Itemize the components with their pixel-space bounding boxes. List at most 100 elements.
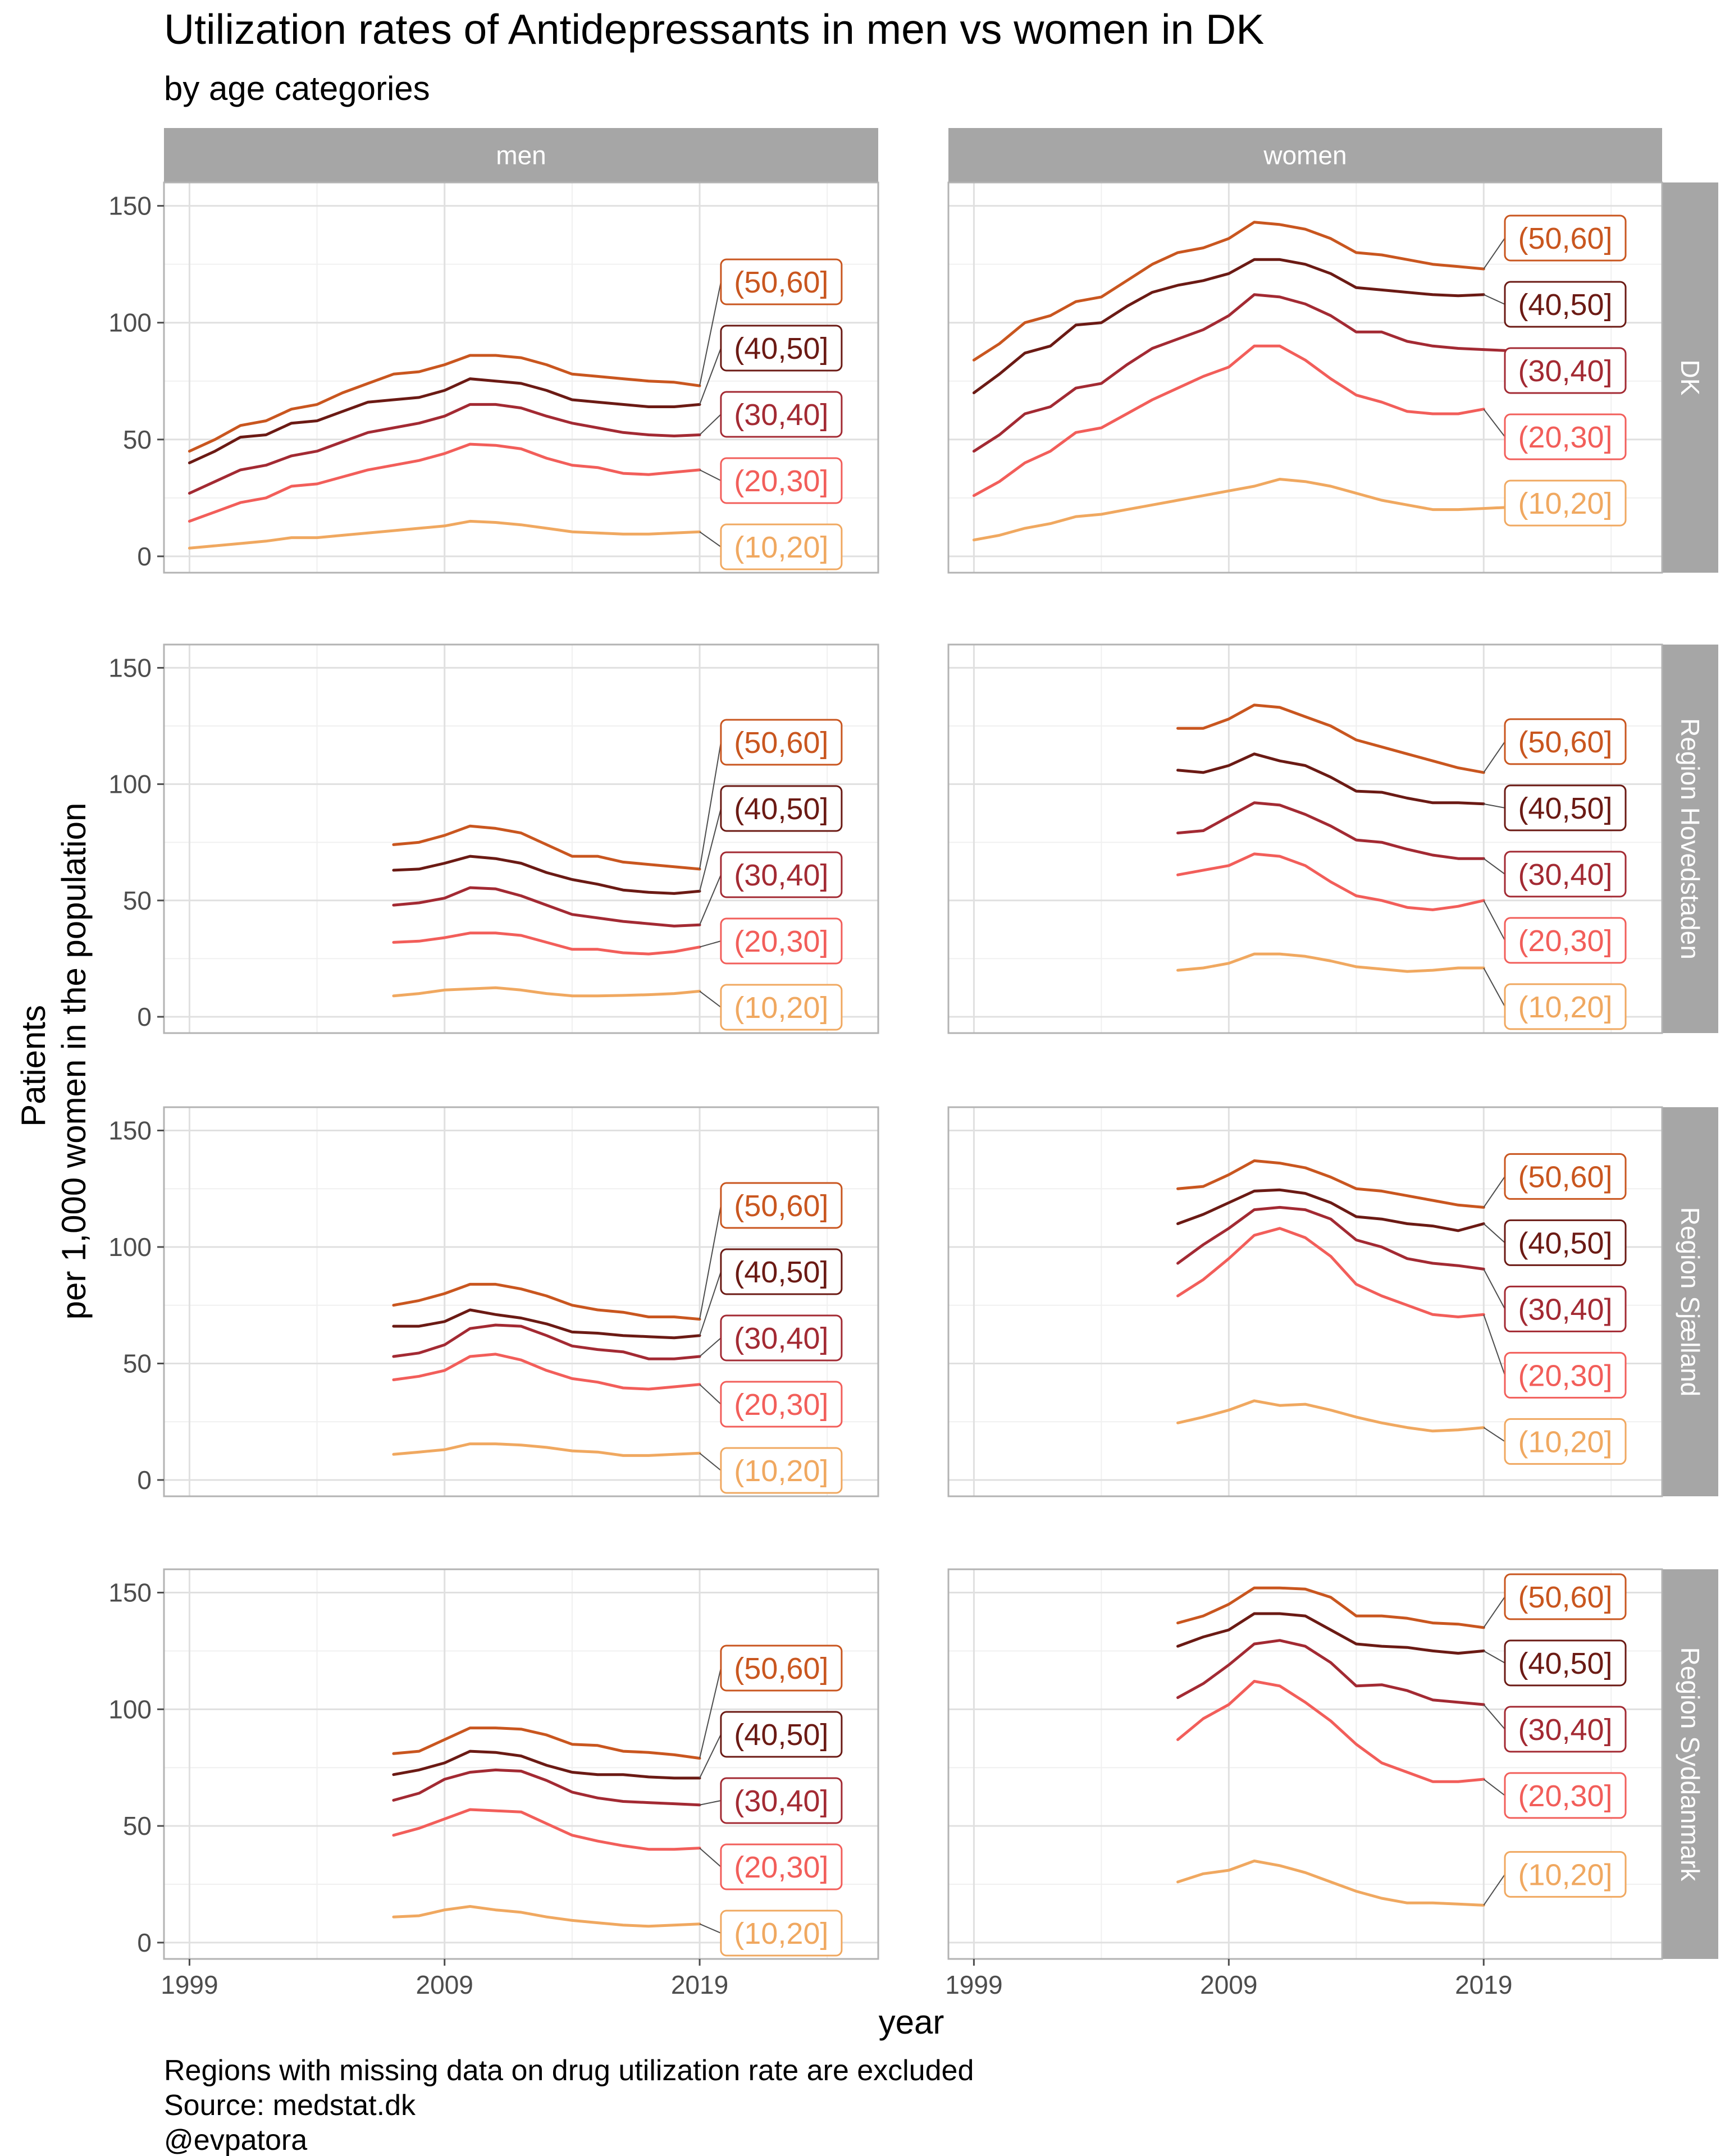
label-text: (30,40] bbox=[1518, 1713, 1612, 1747]
series-line-10-20 bbox=[1176, 952, 1485, 973]
column-strip-men bbox=[164, 128, 878, 182]
label-leader-line bbox=[699, 1923, 722, 1934]
y-tick-label: 100 bbox=[108, 1694, 152, 1724]
label-leader-line bbox=[699, 1452, 722, 1471]
y-tick-label: 100 bbox=[108, 308, 152, 337]
direct-label-10-20: (10,20] bbox=[1483, 967, 1627, 1030]
y-tick-label: 100 bbox=[108, 770, 152, 799]
series-line-30-40 bbox=[392, 1323, 701, 1360]
row-strip-region-sj-lland bbox=[1662, 1107, 1718, 1496]
label-text: (30,40] bbox=[734, 858, 828, 892]
series-line-10-20 bbox=[1176, 1860, 1485, 1907]
y-tick-label: 150 bbox=[108, 1116, 152, 1145]
direct-label-50-60: (50,60] bbox=[699, 719, 843, 870]
label-text: (20,30] bbox=[1518, 421, 1612, 454]
direct-label-20-30: (20,30] bbox=[699, 457, 843, 504]
direct-label-40-50: (40,50] bbox=[699, 785, 843, 892]
label-leader-line bbox=[699, 808, 722, 892]
label-leader-line bbox=[1483, 1427, 1505, 1442]
label-text: (30,40] bbox=[734, 1784, 828, 1818]
label-leader-line bbox=[699, 990, 722, 1008]
label-leader-line bbox=[1483, 1223, 1505, 1244]
series-line-20-30 bbox=[392, 1808, 701, 1851]
direct-label-50-60: (50,60] bbox=[699, 1645, 843, 1758]
label-text: (10,20] bbox=[1518, 1858, 1612, 1892]
series-line-50-60 bbox=[1176, 1586, 1485, 1629]
label-box bbox=[720, 984, 843, 1031]
label-box bbox=[720, 1314, 843, 1362]
label-leader-line bbox=[1483, 1650, 1505, 1664]
panel-border bbox=[163, 181, 879, 574]
label-leader-line bbox=[1483, 1779, 1505, 1796]
label-text: (40,50] bbox=[1518, 288, 1612, 322]
label-text: (30,40] bbox=[734, 398, 828, 432]
label-leader-line bbox=[1483, 294, 1505, 305]
series-line-20-30 bbox=[972, 344, 1485, 497]
series-line-20-30 bbox=[392, 931, 701, 956]
label-box bbox=[720, 917, 843, 965]
label-box bbox=[1504, 1418, 1627, 1465]
label-leader-line bbox=[1483, 1596, 1505, 1628]
series-line-40-50 bbox=[392, 1308, 701, 1340]
y-tick-label: 50 bbox=[123, 1811, 152, 1840]
direct-label-20-30: (20,30] bbox=[699, 1381, 843, 1428]
panel-border bbox=[163, 1568, 879, 1960]
label-box bbox=[720, 391, 843, 438]
label-box bbox=[720, 523, 843, 570]
label-box bbox=[720, 1711, 843, 1758]
x-axis-label: year bbox=[879, 2003, 944, 2041]
y-axis-label-line-1: Patients bbox=[15, 1005, 52, 1127]
direct-label-30-40: (30,40] bbox=[1483, 1268, 1627, 1332]
series-line-40-50 bbox=[392, 1750, 701, 1780]
label-text: (40,50] bbox=[1518, 1647, 1612, 1680]
series-line-20-30 bbox=[392, 1353, 701, 1391]
direct-label-20-30: (20,30] bbox=[699, 917, 843, 965]
series-line-30-40 bbox=[1176, 1205, 1485, 1271]
label-box bbox=[720, 1182, 843, 1229]
label-box bbox=[720, 457, 843, 504]
label-text: (20,30] bbox=[734, 925, 828, 958]
label-leader-line bbox=[1484, 803, 1505, 808]
direct-label-20-30: (20,30] bbox=[699, 1843, 843, 1890]
series-line-30-40 bbox=[1176, 1639, 1485, 1706]
direct-label-50-60: (50,60] bbox=[1483, 214, 1627, 270]
label-box bbox=[1504, 851, 1627, 898]
label-text: (10,20] bbox=[1518, 487, 1612, 520]
panel-region-syddanmark-women: 1999 2009 2019 (50,60] (40,50] (30,40] (20,30]… bbox=[945, 1568, 1663, 1999]
direct-label-30-40: (30,40] bbox=[699, 1314, 843, 1362]
label-leader-line bbox=[699, 1800, 722, 1806]
row-strip-region-syddanmark bbox=[1662, 1569, 1718, 1959]
direct-label-30-40: (30,40] bbox=[1483, 851, 1627, 898]
series-line-20-30 bbox=[1176, 1227, 1485, 1318]
label-text: (50,60] bbox=[1518, 725, 1612, 759]
y-tick-label: 50 bbox=[123, 886, 152, 915]
series-line-40-50 bbox=[972, 258, 1485, 395]
label-box bbox=[1504, 1639, 1627, 1687]
label-leader-line bbox=[1483, 967, 1505, 1007]
series-line-40-50 bbox=[1176, 1612, 1485, 1655]
label-box bbox=[1504, 281, 1627, 328]
label-leader-line bbox=[699, 940, 722, 948]
label-box bbox=[1504, 1285, 1627, 1332]
y-tick-label: 150 bbox=[108, 653, 152, 682]
label-leader-line bbox=[1483, 1314, 1505, 1376]
label-box bbox=[720, 785, 843, 832]
label-box bbox=[1504, 1706, 1627, 1753]
series-line-30-40 bbox=[1176, 801, 1485, 860]
label-text: (40,50] bbox=[734, 792, 828, 826]
label-box bbox=[720, 325, 843, 372]
label-text: (50,60] bbox=[1518, 1581, 1612, 1614]
x-tick-label: 2009 bbox=[416, 1970, 473, 1999]
direct-label-30-40: (30,40] bbox=[699, 1777, 843, 1824]
x-tick-label: 1999 bbox=[161, 1970, 218, 1999]
series-line-50-60 bbox=[392, 1726, 701, 1760]
label-leader-line bbox=[699, 1271, 722, 1336]
label-text: (50,60] bbox=[734, 266, 828, 299]
panel-border bbox=[947, 1106, 1663, 1497]
label-leader-line bbox=[1483, 1704, 1505, 1730]
direct-label-30-40: (30,40] bbox=[699, 391, 843, 438]
label-box bbox=[1504, 347, 1627, 394]
label-text: (20,30] bbox=[734, 1388, 828, 1422]
direct-label-40-50: (40,50] bbox=[1484, 784, 1627, 832]
label-box bbox=[1504, 784, 1627, 832]
